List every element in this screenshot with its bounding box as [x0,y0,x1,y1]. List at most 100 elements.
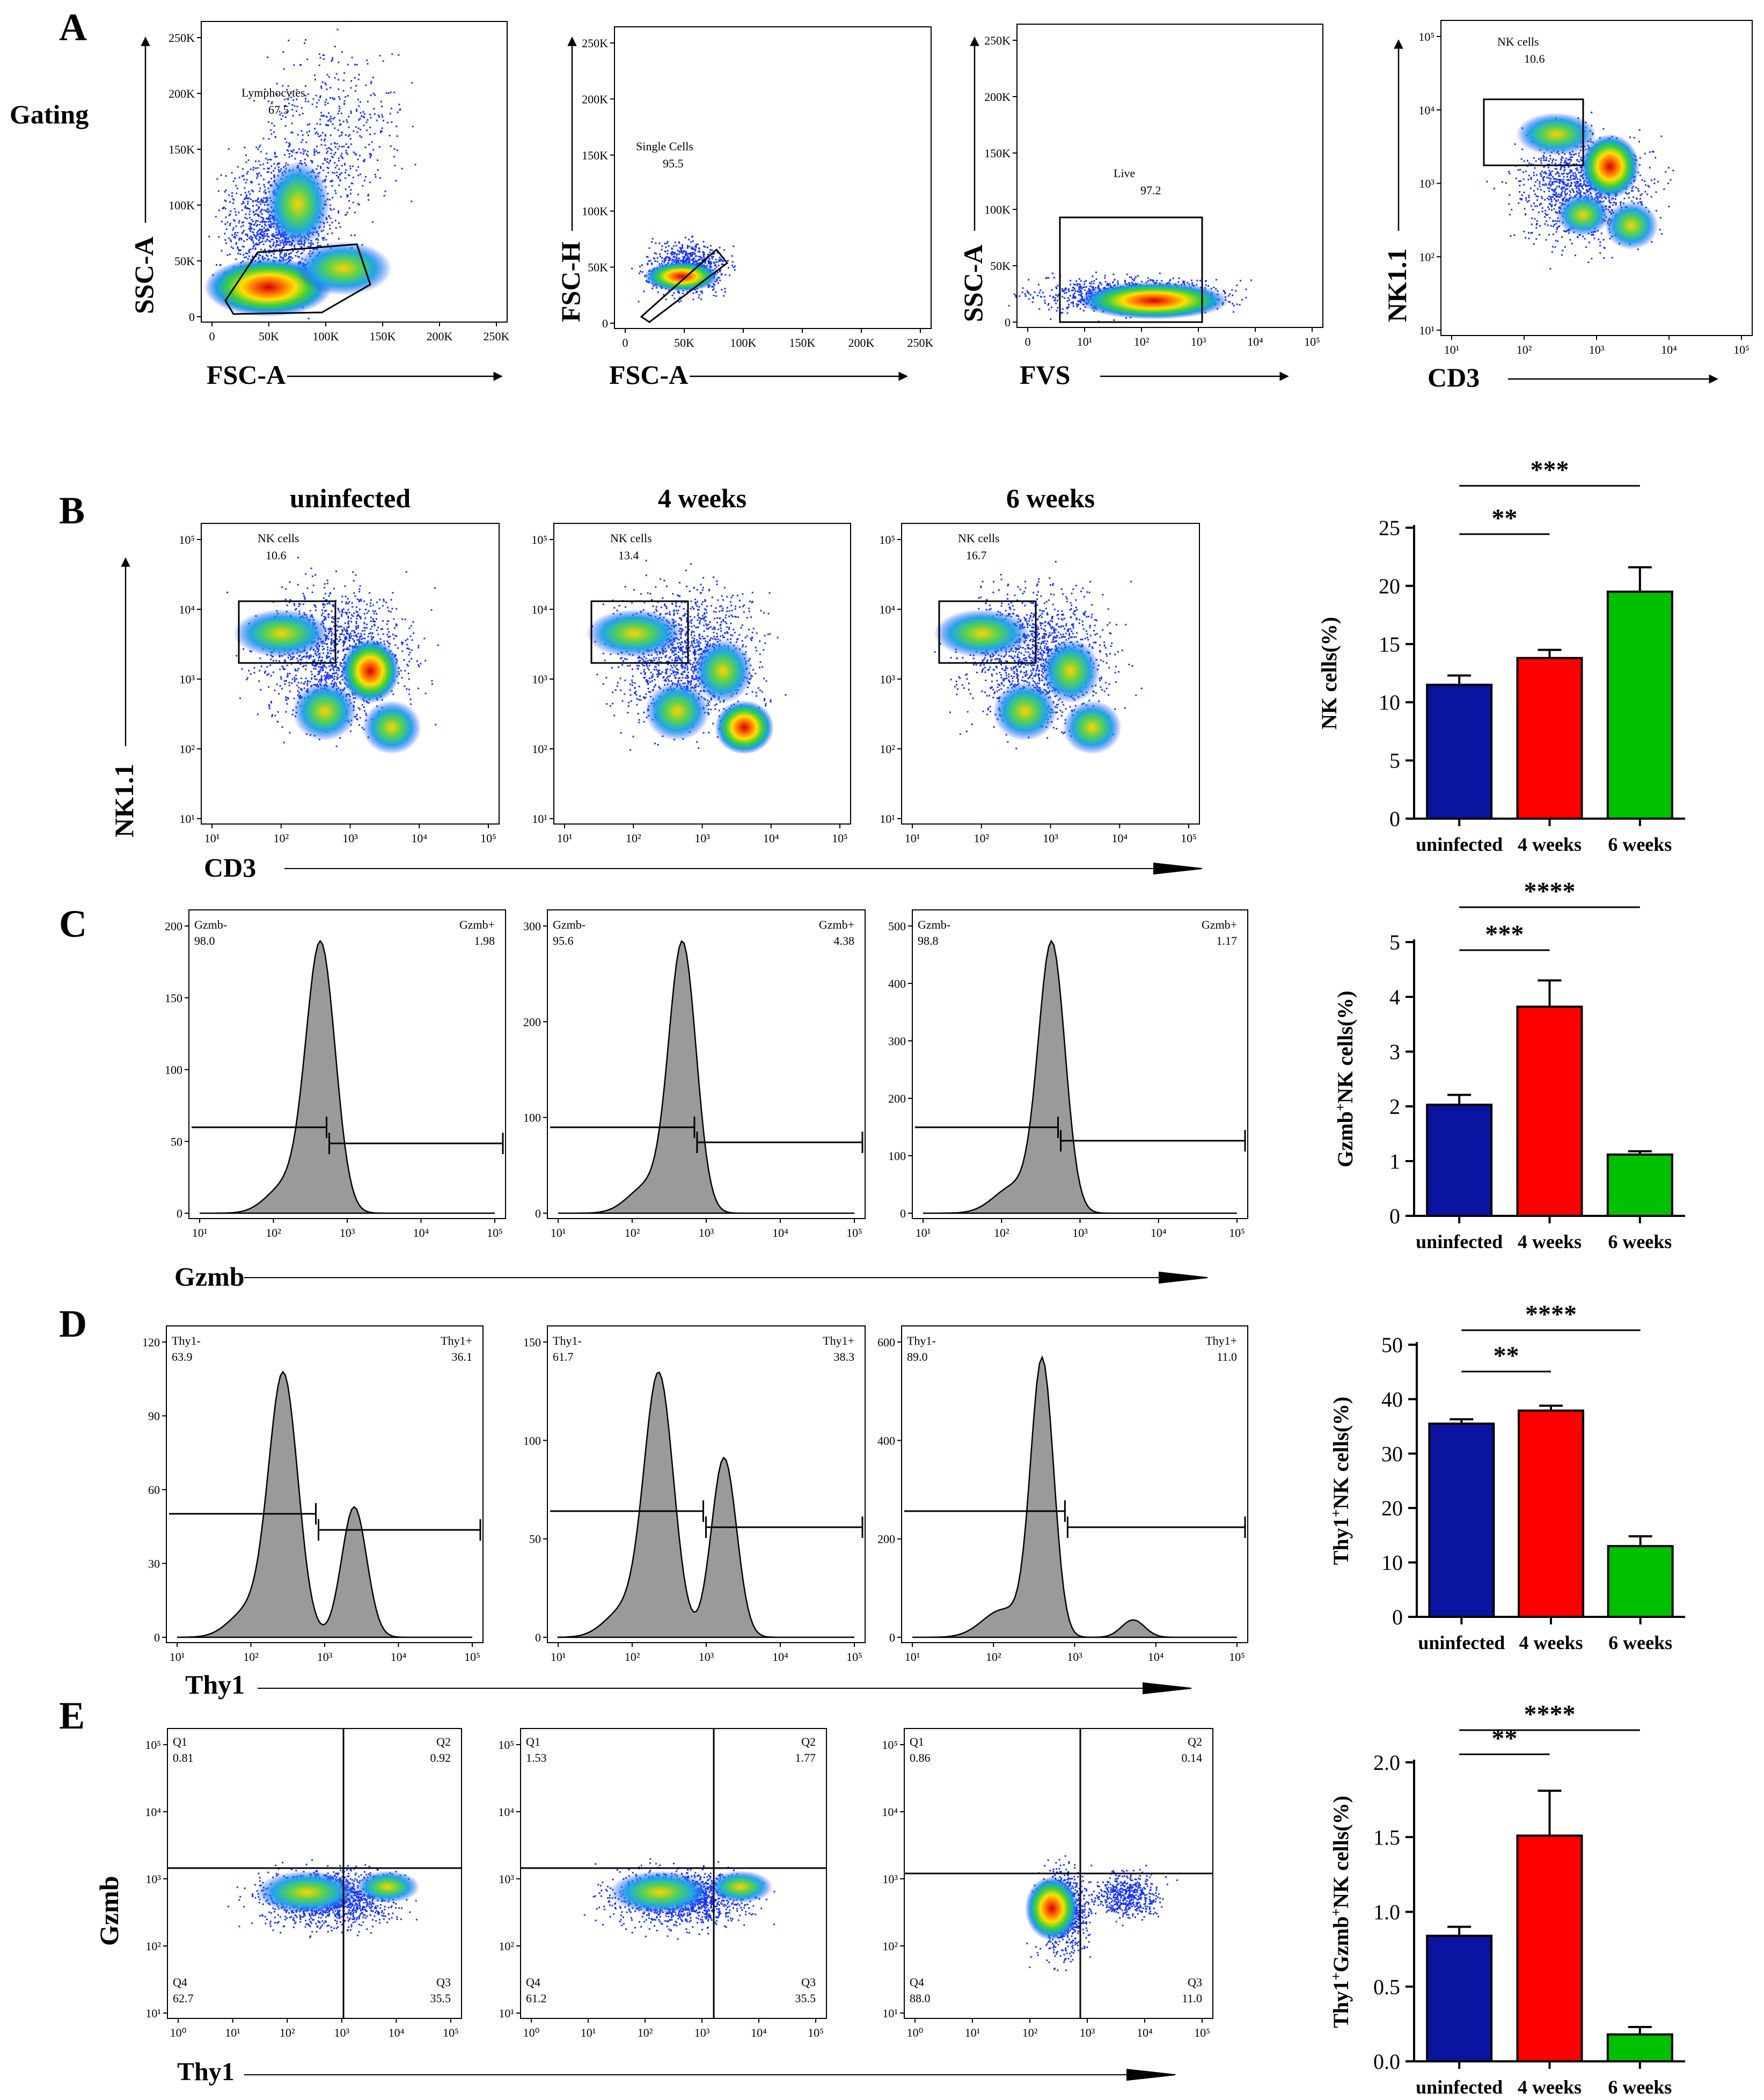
plot-frame [1016,24,1323,328]
x-tick-label: 10¹ [192,1226,208,1239]
x-tick-label: 10⁵ [846,1226,862,1239]
gate-value: 97.2 [1140,184,1161,197]
density-blob [645,682,709,741]
y-tick-label: 0 [1392,1605,1403,1629]
y-axis-label: SSC-A [129,237,159,314]
x-tick-label: 10³ [694,832,710,845]
pos-gate-label: Thy1+ [823,1334,854,1347]
x-tick-label: 10⁵ [480,832,496,845]
x-tick-label: 10² [974,832,989,845]
plot-frame [167,1728,462,2019]
y-axis-label: NK cells(%) [1317,617,1341,730]
neg-gate-label: Thy1- [907,1334,936,1347]
x-tick-label: 10² [243,1650,259,1664]
x-axis-arrow [244,2068,1176,2081]
y-tick-label: 10¹ [499,2007,514,2020]
y-tick-label: 10¹ [1419,324,1434,337]
x-tick-label: 10⁴ [1151,1226,1167,1239]
x-tick-label: 10³ [1067,1650,1082,1664]
density-blob [256,1871,358,1914]
density-blob [993,682,1057,741]
bar [1426,1103,1493,1217]
gate-value: 16.7 [966,549,987,562]
event-dots [583,1858,775,1940]
x-tick-label: 10² [1517,343,1532,356]
x-tick-label: 10⁵ [1229,1226,1245,1239]
plot-frame [201,21,508,323]
label-part: NK cells(%) [1329,1397,1353,1510]
x-tick-label: 10³ [1589,343,1605,356]
y-tick-label: 0 [900,1207,906,1220]
x-tick-label: uninfected [1418,1632,1505,1653]
x-tick-label: 10³ [334,2026,349,2039]
y-tick-label: 10³ [882,1872,898,1886]
x-axis-label: FSC-A [207,360,286,390]
y-tick-label: 10¹ [179,812,195,826]
quadrant-name: Q1 [173,1735,187,1748]
histogram-curve [558,940,854,1214]
pos-gate-label: Gzmb+ [1202,918,1237,931]
bar [1606,590,1673,820]
density-blob [266,161,330,247]
nk-gate [1483,98,1584,166]
y-tick-label: 40 [1381,1387,1403,1411]
y-tick-label: 150 [165,991,182,1005]
x-tick-label: 10³ [340,1226,355,1239]
quadrant-value: 35.5 [430,1992,451,2005]
x-tick-label: 10³ [1072,1226,1088,1239]
x-tick-label: uninfected [1416,1231,1503,1252]
y-tick-label: 120 [142,1336,160,1349]
density-blob [362,701,421,754]
y-axis-label: FSC-H [555,242,585,322]
y-tick-label: 100 [523,1111,541,1125]
neg-gate-label: Gzmb- [918,918,950,931]
y-tick-label: 300 [523,920,541,933]
histogram-curve [200,939,495,1214]
y-tick-label: 0 [189,310,195,324]
y-tick-label: 150K [984,147,1011,160]
label-part: Thy1 [1329,1517,1353,1565]
x-tick-label: 10² [1134,335,1150,348]
quadrant-name: Q4 [910,1975,924,1989]
density-blob [233,609,330,658]
y-tick-label: 0 [535,1631,541,1644]
x-tick-label: 10¹ [905,1650,920,1664]
neg-gate-label: Thy1- [172,1334,201,1347]
x-axis-label: FSC-A [609,360,688,390]
gate-name: NK cells [610,531,652,545]
gating-label: Gating [10,99,89,129]
quadrant-name: Q2 [1188,1735,1202,1748]
x-tick-label: 4 weeks [1518,834,1582,855]
quadrant-name: Q1 [910,1735,924,1748]
y-tick-label: 250K [169,31,195,45]
x-tick-label: 10¹ [1444,343,1460,356]
y-tick-label: 10² [499,1939,514,1953]
panel-letter: C [59,902,87,945]
pos-gate-label: Thy1+ [1205,1334,1237,1347]
x-tick-label: 10⁵ [1194,2026,1210,2039]
plot-frame [901,1325,1248,1643]
y-tick-label: 400 [888,977,906,990]
y-axis-label: Thy1+NK cells(%) [1328,1397,1353,1565]
x-tick-label: uninfected [1416,2076,1503,2097]
x-tick-label: 10⁵ [443,2026,459,2039]
x-tick-label: 0 [1025,335,1031,348]
quadrant-value: 35.5 [795,1992,816,2005]
quadrant-value: 62.7 [173,1992,194,2005]
density-blob [1516,113,1597,156]
column-title: 6 weeks [1006,483,1095,513]
significance-stars: *** [1485,920,1524,949]
panel-letter: E [59,1694,85,1737]
density-blob [1605,201,1658,250]
y-tick-label: 10⁵ [145,1738,161,1752]
nk-gate [938,600,1037,664]
density-blob [715,701,774,754]
x-tick-label: 150K [789,336,816,349]
gate-name: Lymphocytes [241,86,305,99]
label-part: Gzmb [1333,1111,1357,1167]
y-tick-label: 150K [169,143,195,156]
density-blob [1556,193,1610,236]
y-tick-label: 0 [1389,807,1400,831]
y-tick-label: 3 [1389,1040,1400,1064]
